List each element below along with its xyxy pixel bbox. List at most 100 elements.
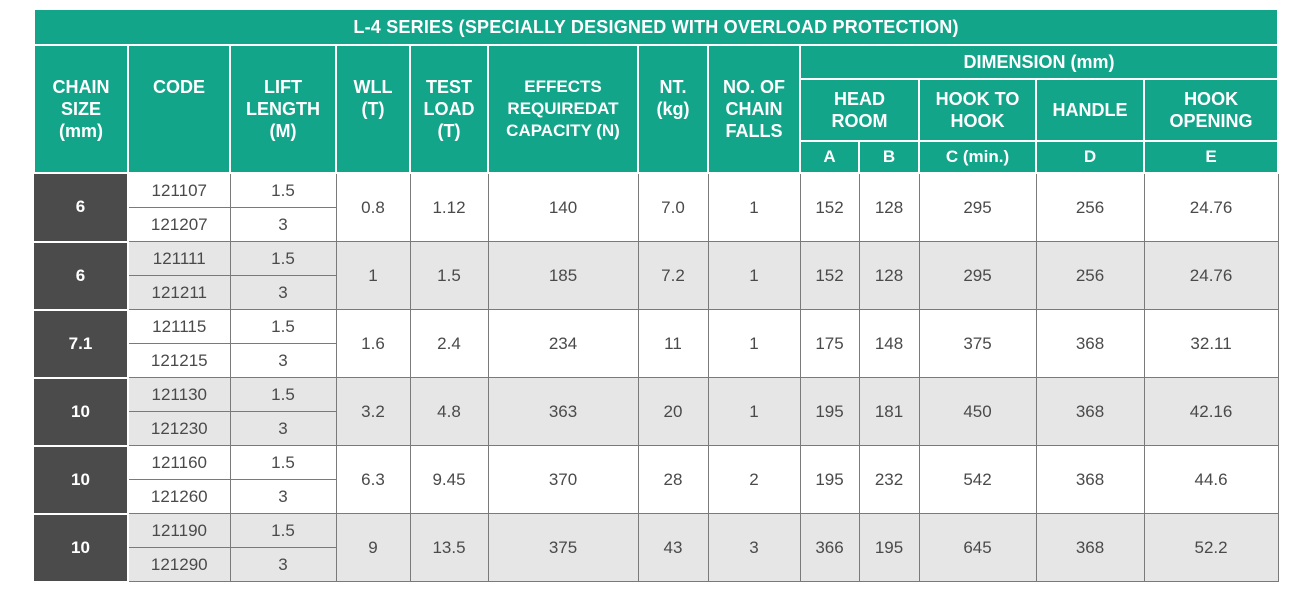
dim-c-cell: 295: [918, 172, 1037, 242]
wll-cell: 1.6: [335, 309, 411, 378]
dim-c-cell: 450: [918, 377, 1037, 446]
table-row: 121211 3: [34, 275, 1278, 310]
header-nt: NT. (kg): [637, 44, 709, 174]
nt-cell: 43: [637, 513, 709, 582]
code-cell: 121130: [127, 377, 231, 412]
lift-length-cell: 3: [229, 547, 337, 582]
header-dimension: DIMENSION (mm): [798, 44, 1280, 80]
dim-c-cell: 542: [918, 445, 1037, 514]
spec-table: L-4 SERIES (SPECIALLY DESIGNED WITH OVER…: [32, 10, 1280, 583]
nt-cell: 20: [637, 377, 709, 446]
dim-c-cell: 375: [918, 309, 1037, 378]
test-load-cell: 9.45: [409, 445, 489, 514]
header-sub-b: B: [858, 140, 920, 174]
header-sub-c: C (min.): [918, 140, 1037, 174]
header-hook-opening: HOOK OPENING: [1142, 78, 1280, 142]
code-cell: 121111: [127, 241, 231, 276]
dim-d-cell: 256: [1035, 241, 1145, 310]
lift-length-cell: 1.5: [229, 309, 337, 344]
table-row: 121230 3: [34, 411, 1278, 446]
dim-a-cell: 366: [799, 513, 860, 582]
header-code: CODE: [127, 44, 231, 174]
dim-e-cell: 42.16: [1143, 377, 1279, 446]
effects-cell: 140: [487, 172, 639, 242]
table-row: 6 121107 1.5 0.8 1.12 140 7.0 1 152 128 …: [34, 172, 1279, 243]
dim-d-cell: 368: [1035, 377, 1145, 446]
effects-cell: 185: [487, 241, 639, 310]
lift-length-cell: 3: [229, 479, 337, 514]
code-cell: 121215: [127, 343, 231, 378]
dim-e-cell: 32.11: [1143, 309, 1279, 378]
falls-cell: 1: [707, 241, 801, 310]
test-load-cell: 1.5: [409, 241, 489, 310]
lift-length-cell: 1.5: [229, 377, 337, 412]
dim-a-cell: 152: [799, 172, 860, 242]
effects-cell: 375: [487, 513, 639, 582]
code-cell: 121290: [127, 547, 231, 582]
lift-length-cell: 1.5: [229, 513, 337, 548]
chain-size-cell: 7.1: [34, 309, 129, 379]
dim-d-cell: 368: [1035, 513, 1145, 582]
code-cell: 121211: [127, 275, 231, 310]
table-row: 121207 3: [34, 207, 1278, 242]
nt-cell: 28: [637, 445, 709, 514]
dim-e-cell: 24.76: [1143, 172, 1279, 242]
code-cell: 121115: [127, 309, 231, 344]
dim-b-cell: 148: [858, 309, 920, 378]
code-cell: 121230: [127, 411, 231, 446]
table-row: 7.1 121115 1.5 1.6 2.4 234 11 1 175 148 …: [34, 309, 1279, 379]
dim-d-cell: 368: [1035, 445, 1145, 514]
falls-cell: 3: [707, 513, 801, 582]
nt-cell: 7.2: [637, 241, 709, 310]
dim-b-cell: 195: [858, 513, 920, 582]
header-handle: HANDLE: [1035, 78, 1145, 142]
wll-cell: 9: [335, 513, 411, 582]
wll-cell: 0.8: [335, 172, 411, 242]
lift-length-cell: 3: [229, 411, 337, 446]
nt-cell: 11: [637, 309, 709, 378]
falls-cell: 1: [707, 377, 801, 446]
wll-cell: 3.2: [335, 377, 411, 446]
nt-cell: 7.0: [637, 172, 709, 242]
dim-b-cell: 232: [858, 445, 920, 514]
table-row: 6 121111 1.5 1 1.5 185 7.2 1 152 128 295…: [34, 241, 1279, 311]
dim-c-cell: 295: [918, 241, 1037, 310]
dim-e-cell: 24.76: [1143, 241, 1279, 310]
header-sub-a: A: [799, 140, 860, 174]
header-sub-e: E: [1142, 140, 1280, 174]
test-load-cell: 13.5: [409, 513, 489, 582]
code-cell: 121160: [127, 445, 231, 480]
dim-b-cell: 181: [858, 377, 920, 446]
chain-size-cell: 6: [34, 241, 129, 311]
table-row: 10 121130 1.5 3.2 4.8 363 20 1 195 181 4…: [34, 377, 1279, 447]
header-lift-length: LIFT LENGTH (M): [229, 44, 337, 174]
header-wll: WLL (T): [335, 44, 411, 174]
header-head-room: HEAD ROOM: [799, 78, 920, 142]
spec-table-container: L-4 SERIES (SPECIALLY DESIGNED WITH OVER…: [32, 10, 1280, 583]
effects-cell: 370: [487, 445, 639, 514]
effects-cell: 363: [487, 377, 639, 446]
table-title: L-4 SERIES (SPECIALLY DESIGNED WITH OVER…: [32, 10, 1280, 46]
table-row: 10 121190 1.5 9 13.5 375 43 3 366 195 64…: [34, 513, 1279, 583]
header-hook-to-hook: HOOK TO HOOK: [918, 78, 1037, 142]
chain-size-cell: 6: [34, 172, 129, 243]
code-cell: 121107: [127, 172, 231, 208]
header-effects-capacity: EFFECTS REQUIREDAT CAPACITY (N): [487, 44, 639, 174]
dim-b-cell: 128: [858, 241, 920, 310]
code-cell: 121207: [127, 207, 231, 242]
code-cell: 121260: [127, 479, 231, 514]
chain-size-cell: 10: [34, 445, 129, 515]
code-cell: 121190: [127, 513, 231, 548]
falls-cell: 1: [707, 172, 801, 242]
table-row: 121290 3: [34, 547, 1278, 582]
header-sub-d: D: [1035, 140, 1145, 174]
lift-length-cell: 1.5: [229, 241, 337, 276]
dim-a-cell: 195: [799, 377, 860, 446]
header-chain-size: CHAIN SIZE (mm): [33, 44, 129, 174]
dim-a-cell: 195: [799, 445, 860, 514]
falls-cell: 2: [707, 445, 801, 514]
lift-length-cell: 1.5: [229, 445, 337, 480]
wll-cell: 6.3: [335, 445, 411, 514]
chain-size-cell: 10: [34, 513, 129, 583]
dim-c-cell: 645: [918, 513, 1037, 582]
